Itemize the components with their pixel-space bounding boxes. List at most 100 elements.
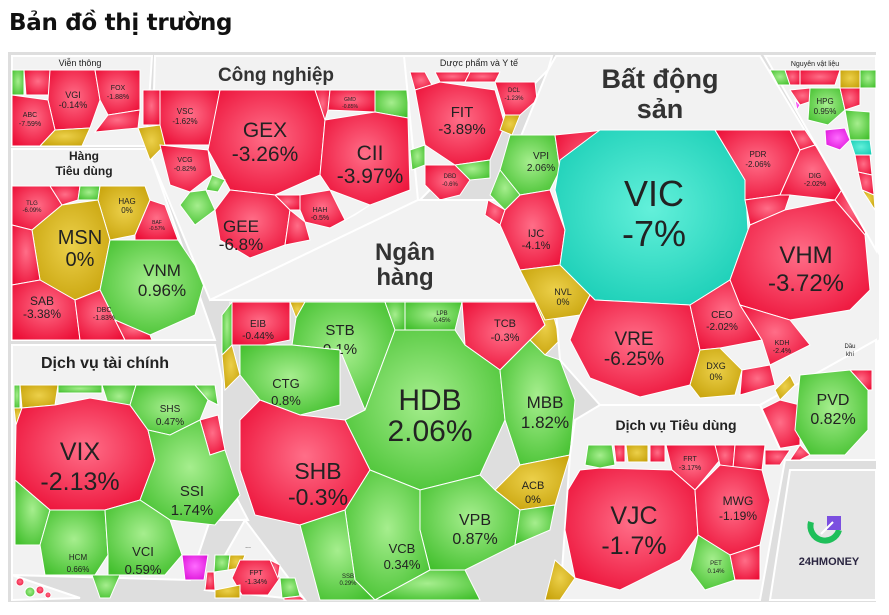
svg-text:CII: CII — [357, 142, 384, 165]
svg-text:FRT: FRT — [683, 456, 697, 463]
stock-VJC[interactable] — [564, 467, 699, 591]
svg-text:-1.34%: -1.34% — [245, 579, 267, 586]
stock-HAH[interactable] — [299, 189, 346, 229]
page-title: Bản đồ thị trường — [9, 10, 233, 36]
sector-vien-thong: Viễn thông VGI -0.14% FOX -1.88% ABC -7.… — [11, 55, 154, 147]
svg-text:sản: sản — [637, 94, 684, 124]
stock-VCI[interactable] — [104, 499, 183, 576]
svg-text:0%: 0% — [709, 372, 722, 382]
svg-text:ACB: ACB — [522, 480, 545, 492]
svg-text:MBB: MBB — [527, 393, 564, 412]
svg-text:TCB: TCB — [494, 318, 516, 330]
stock-SSI[interactable] — [139, 419, 241, 526]
svg-text:DCL: DCL — [508, 88, 521, 94]
svg-text:0.29%: 0.29% — [339, 581, 357, 587]
svg-text:SHS: SHS — [160, 404, 181, 415]
sector-hang-tieu-dung: Hàng Tiêu dùng TLG -6.09% HAG 0% MSN 0% … — [11, 148, 217, 341]
svg-text:HPG: HPG — [816, 97, 833, 106]
svg-text:-0.3%: -0.3% — [288, 484, 348, 510]
svg-text:-2.02%: -2.02% — [706, 322, 738, 333]
stock-LPB[interactable] — [404, 301, 463, 331]
stock-CTG[interactable] — [239, 344, 341, 416]
svg-text:-0.44%: -0.44% — [242, 331, 274, 342]
svg-text:0.59%: 0.59% — [125, 562, 162, 577]
svg-text:SSI: SSI — [180, 483, 204, 500]
stock-DCL[interactable] — [494, 81, 538, 116]
svg-text:VCG: VCG — [177, 157, 192, 164]
svg-text:VRE: VRE — [614, 329, 653, 350]
svg-text:-1.23%: -1.23% — [504, 96, 524, 102]
svg-text:VNM: VNM — [143, 261, 181, 280]
svg-text:MSN: MSN — [58, 227, 102, 249]
brand-logo[interactable]: 24HMONEY — [783, 470, 875, 598]
svg-text:-6.25%: -6.25% — [604, 349, 664, 370]
svg-text:-1.19%: -1.19% — [719, 509, 757, 523]
svg-text:1.82%: 1.82% — [521, 413, 569, 432]
sector-dau-khi: Dầu khí PVD 0.82% — [759, 338, 877, 461]
sector-bat-dong-san: Bất động sản VPI 2.06% IJC -4.1% NVL 0% … — [484, 55, 881, 406]
svg-text:VIX: VIX — [60, 438, 101, 466]
svg-text:HAH: HAH — [313, 207, 328, 214]
stock-VRE[interactable] — [569, 294, 701, 398]
svg-text:STB: STB — [325, 322, 354, 339]
sector-small-bottom-left — [11, 573, 81, 602]
svg-text:VCB: VCB — [389, 541, 416, 556]
svg-text:Hàng: Hàng — [69, 149, 99, 163]
svg-text:MWG: MWG — [723, 494, 754, 508]
sector-ngan-hang: Ngân hàng EIB -0.44% STB 0.1% LPB 0.45% … — [209, 199, 576, 601]
svg-text:HDB: HDB — [398, 384, 461, 417]
svg-text:GEX: GEX — [243, 119, 287, 142]
stock-SSB[interactable] — [299, 509, 377, 601]
svg-text:-0.14%: -0.14% — [59, 100, 88, 110]
svg-text:NVL: NVL — [554, 287, 572, 297]
svg-text:0.34%: 0.34% — [384, 557, 421, 572]
svg-text:FOX: FOX — [111, 85, 126, 92]
svg-text:PET: PET — [710, 561, 722, 567]
sector-cong-nghe: ... FPT -1.34% — [203, 518, 308, 602]
svg-text:0.87%: 0.87% — [452, 531, 497, 548]
svg-text:ABC: ABC — [23, 112, 37, 119]
svg-text:-4.1%: -4.1% — [522, 240, 551, 252]
svg-text:-2.06%: -2.06% — [745, 160, 770, 169]
stock-VCG[interactable] — [159, 144, 213, 193]
svg-text:-6.09%: -6.09% — [22, 208, 42, 214]
svg-text:BAF: BAF — [152, 220, 162, 226]
stock-KDH[interactable] — [738, 304, 811, 366]
svg-text:...: ... — [245, 543, 251, 550]
svg-text:-2.13%: -2.13% — [40, 468, 119, 496]
stock-VHM[interactable] — [729, 199, 871, 321]
svg-text:0.47%: 0.47% — [156, 417, 184, 428]
svg-text:0.14%: 0.14% — [707, 569, 725, 575]
svg-text:0%: 0% — [66, 249, 95, 271]
svg-text:-3.38%: -3.38% — [23, 307, 61, 321]
svg-text:Công nghiệp: Công nghiệp — [218, 65, 334, 86]
svg-text:Dược phẩm và Y tế: Dược phẩm và Y tế — [440, 58, 518, 68]
svg-text:DIG: DIG — [809, 173, 821, 180]
stock-MBB[interactable] — [499, 339, 576, 466]
svg-text:PVD: PVD — [817, 392, 850, 409]
svg-text:VPI: VPI — [533, 151, 549, 162]
svg-text:-7%: -7% — [622, 213, 686, 254]
logo-panel — [768, 469, 877, 601]
stock-HPG[interactable] — [807, 87, 846, 126]
stock-FIT[interactable] — [414, 81, 506, 166]
market-treemap: Viễn thông VGI -0.14% FOX -1.88% ABC -7.… — [0, 50, 889, 615]
svg-text:GMD: GMD — [344, 97, 356, 103]
svg-text:-0.5%: -0.5% — [311, 215, 329, 222]
stock-DXG[interactable] — [689, 347, 743, 399]
stock-FRT[interactable] — [665, 444, 721, 491]
svg-text:khí: khí — [846, 352, 854, 358]
stock-CII[interactable] — [319, 111, 411, 206]
svg-text:DBD: DBD — [444, 174, 457, 180]
svg-text:0%: 0% — [121, 206, 133, 215]
svg-text:EIB: EIB — [250, 319, 266, 330]
svg-text:-1.88%: -1.88% — [107, 94, 129, 101]
svg-text:HCM: HCM — [69, 553, 88, 562]
stock-PET[interactable] — [689, 534, 736, 591]
svg-text:DBC: DBC — [97, 307, 112, 314]
logo-icon — [807, 516, 842, 544]
sector-label: Viễn thông — [59, 58, 102, 68]
stock-BAF[interactable] — [134, 199, 179, 241]
svg-text:PDR: PDR — [750, 150, 767, 159]
svg-text:Tiêu dùng: Tiêu dùng — [55, 164, 112, 178]
